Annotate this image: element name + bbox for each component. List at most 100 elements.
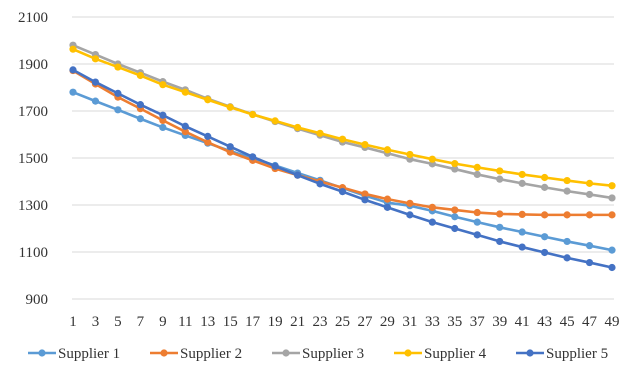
data-point (541, 248, 549, 257)
data-point (136, 71, 144, 80)
series-3 (69, 41, 616, 202)
data-point (91, 55, 100, 63)
legend-label: Supplier 3 (302, 346, 364, 362)
data-point (518, 210, 526, 218)
legend-item: Supplier 2 (150, 346, 242, 362)
data-point (563, 211, 571, 219)
series-5 (69, 66, 616, 272)
data-point (496, 237, 504, 246)
legend-label: Supplier 2 (180, 346, 242, 362)
data-point (361, 190, 369, 198)
data-point (563, 187, 571, 195)
data-point (541, 173, 549, 182)
data-point (518, 243, 526, 251)
data-point (136, 101, 144, 109)
data-point (608, 194, 616, 202)
data-point (541, 233, 549, 241)
data-point (563, 176, 571, 185)
data-point (114, 63, 122, 71)
data-point (473, 208, 481, 217)
x-tick-label: 11 (178, 314, 192, 330)
legend-item: Supplier 1 (28, 346, 120, 362)
x-tick-label: 3 (92, 314, 100, 330)
data-point (204, 132, 212, 140)
data-point (249, 153, 257, 161)
data-point (159, 116, 167, 124)
data-point (428, 155, 436, 163)
data-point (451, 206, 459, 214)
data-point (496, 175, 504, 183)
legend-item: Supplier 5 (516, 346, 608, 362)
data-point (181, 122, 189, 130)
data-point (428, 218, 436, 226)
y-tick-label: 1700 (18, 104, 48, 120)
x-axis-tick-labels: 1 3 5 7 9 11 13 15 17 19 21 23 25 27 29 31 33 35 37 39 41 43 4… (69, 314, 619, 330)
data-point (473, 218, 481, 226)
data-point (114, 106, 122, 114)
x-tick-label: 41 (515, 314, 530, 330)
x-tick-label: 9 (159, 314, 167, 330)
grid-lines (72, 16, 614, 300)
x-tick-label: 25 (335, 314, 350, 330)
data-point (383, 195, 392, 203)
data-point (518, 170, 526, 179)
legend-label: Supplier 4 (424, 346, 487, 362)
data-point (91, 97, 100, 105)
data-point (114, 89, 122, 97)
data-point (518, 179, 526, 187)
x-tick-label: 43 (537, 314, 552, 330)
data-point (338, 135, 347, 143)
data-point (451, 160, 459, 168)
data-point (69, 66, 77, 74)
data-point (473, 170, 481, 179)
data-point (226, 143, 234, 151)
x-tick-label: 13 (200, 314, 215, 330)
data-point (293, 123, 302, 132)
data-point (473, 231, 481, 239)
x-tick-label: 15 (223, 314, 238, 330)
x-tick-label: 21 (290, 314, 305, 330)
data-point (69, 88, 77, 96)
data-point (204, 138, 212, 146)
legend-item: Supplier 3 (272, 346, 364, 362)
data-point (608, 182, 616, 190)
y-tick-label: 2100 (18, 10, 48, 26)
x-tick-label: 7 (137, 314, 145, 330)
x-tick-label: 47 (582, 314, 598, 330)
x-tick-label: 35 (447, 314, 462, 330)
data-point (181, 88, 189, 96)
x-tick-label: 1 (69, 314, 77, 330)
x-tick-label: 31 (402, 314, 417, 330)
data-point (585, 258, 594, 267)
data-point (338, 188, 347, 196)
x-tick-label: 39 (492, 314, 507, 330)
x-tick-label: 19 (268, 314, 283, 330)
y-tick-label: 1900 (18, 57, 48, 73)
x-tick-label: 45 (560, 314, 575, 330)
data-point (159, 123, 167, 132)
data-point (181, 128, 189, 136)
data-point (428, 203, 436, 211)
series-lines (69, 41, 616, 272)
data-point (383, 146, 392, 154)
legend-label: Supplier 5 (546, 346, 608, 362)
legend-swatch-marker (526, 349, 534, 357)
data-point (451, 224, 459, 233)
y-tick-label: 1300 (18, 198, 48, 214)
legend-swatch-marker (160, 349, 168, 357)
data-point (271, 117, 279, 125)
series-line (72, 68, 613, 269)
y-tick-label: 1500 (18, 151, 48, 167)
data-point (563, 237, 571, 246)
data-point (361, 196, 369, 204)
data-point (541, 211, 549, 219)
data-point (585, 190, 594, 199)
legend: Supplier 1 Supplier 2 Supplier 3 Supplier 4… (28, 346, 608, 362)
data-point (204, 96, 212, 104)
legend-swatch-marker (38, 349, 46, 357)
series-4 (69, 45, 616, 190)
x-tick-label: 27 (357, 314, 373, 330)
data-point (406, 199, 414, 207)
